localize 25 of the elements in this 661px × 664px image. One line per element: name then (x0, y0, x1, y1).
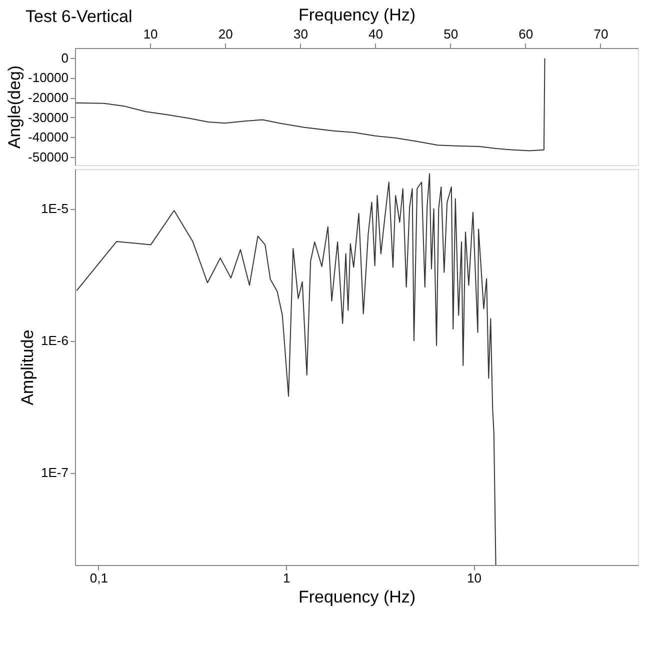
line-series (75, 58, 546, 152)
y-tick-label: -40000 (28, 130, 68, 145)
y-axis-title: Angle(deg) (5, 65, 24, 149)
x-axis-title: Frequency (Hz) (298, 6, 416, 24)
y-tick-label: 1E-6 (41, 333, 68, 348)
x-tick-label: 10 (467, 570, 482, 586)
x-tick-label: 20 (218, 26, 233, 42)
x-tick-label: 50 (444, 26, 458, 42)
y-tick-label: 1E-5 (41, 201, 68, 216)
x-tick-label: 60 (518, 26, 534, 42)
y-tick-label: -20000 (28, 90, 68, 106)
x-tick-label: 30 (293, 26, 308, 42)
x-tick-label: 70 (594, 26, 608, 42)
y-tick-label: -10000 (28, 70, 68, 86)
chart-title: Test 6-Vertical (26, 7, 132, 26)
y-tick-label: -30000 (28, 110, 68, 125)
y-tick-label: 0 (61, 50, 68, 66)
x-tick-label: 0,1 (90, 570, 108, 586)
y-tick-label: 1E-7 (41, 465, 68, 480)
x-tick-label: 10 (143, 26, 158, 42)
x-tick-label: 40 (368, 26, 383, 42)
x-axis-title: Frequency (Hz) (298, 588, 416, 606)
x-tick-label: 1 (282, 570, 290, 586)
y-tick-label: -50000 (28, 150, 68, 165)
y-axis-title: Amplitude (18, 330, 38, 406)
